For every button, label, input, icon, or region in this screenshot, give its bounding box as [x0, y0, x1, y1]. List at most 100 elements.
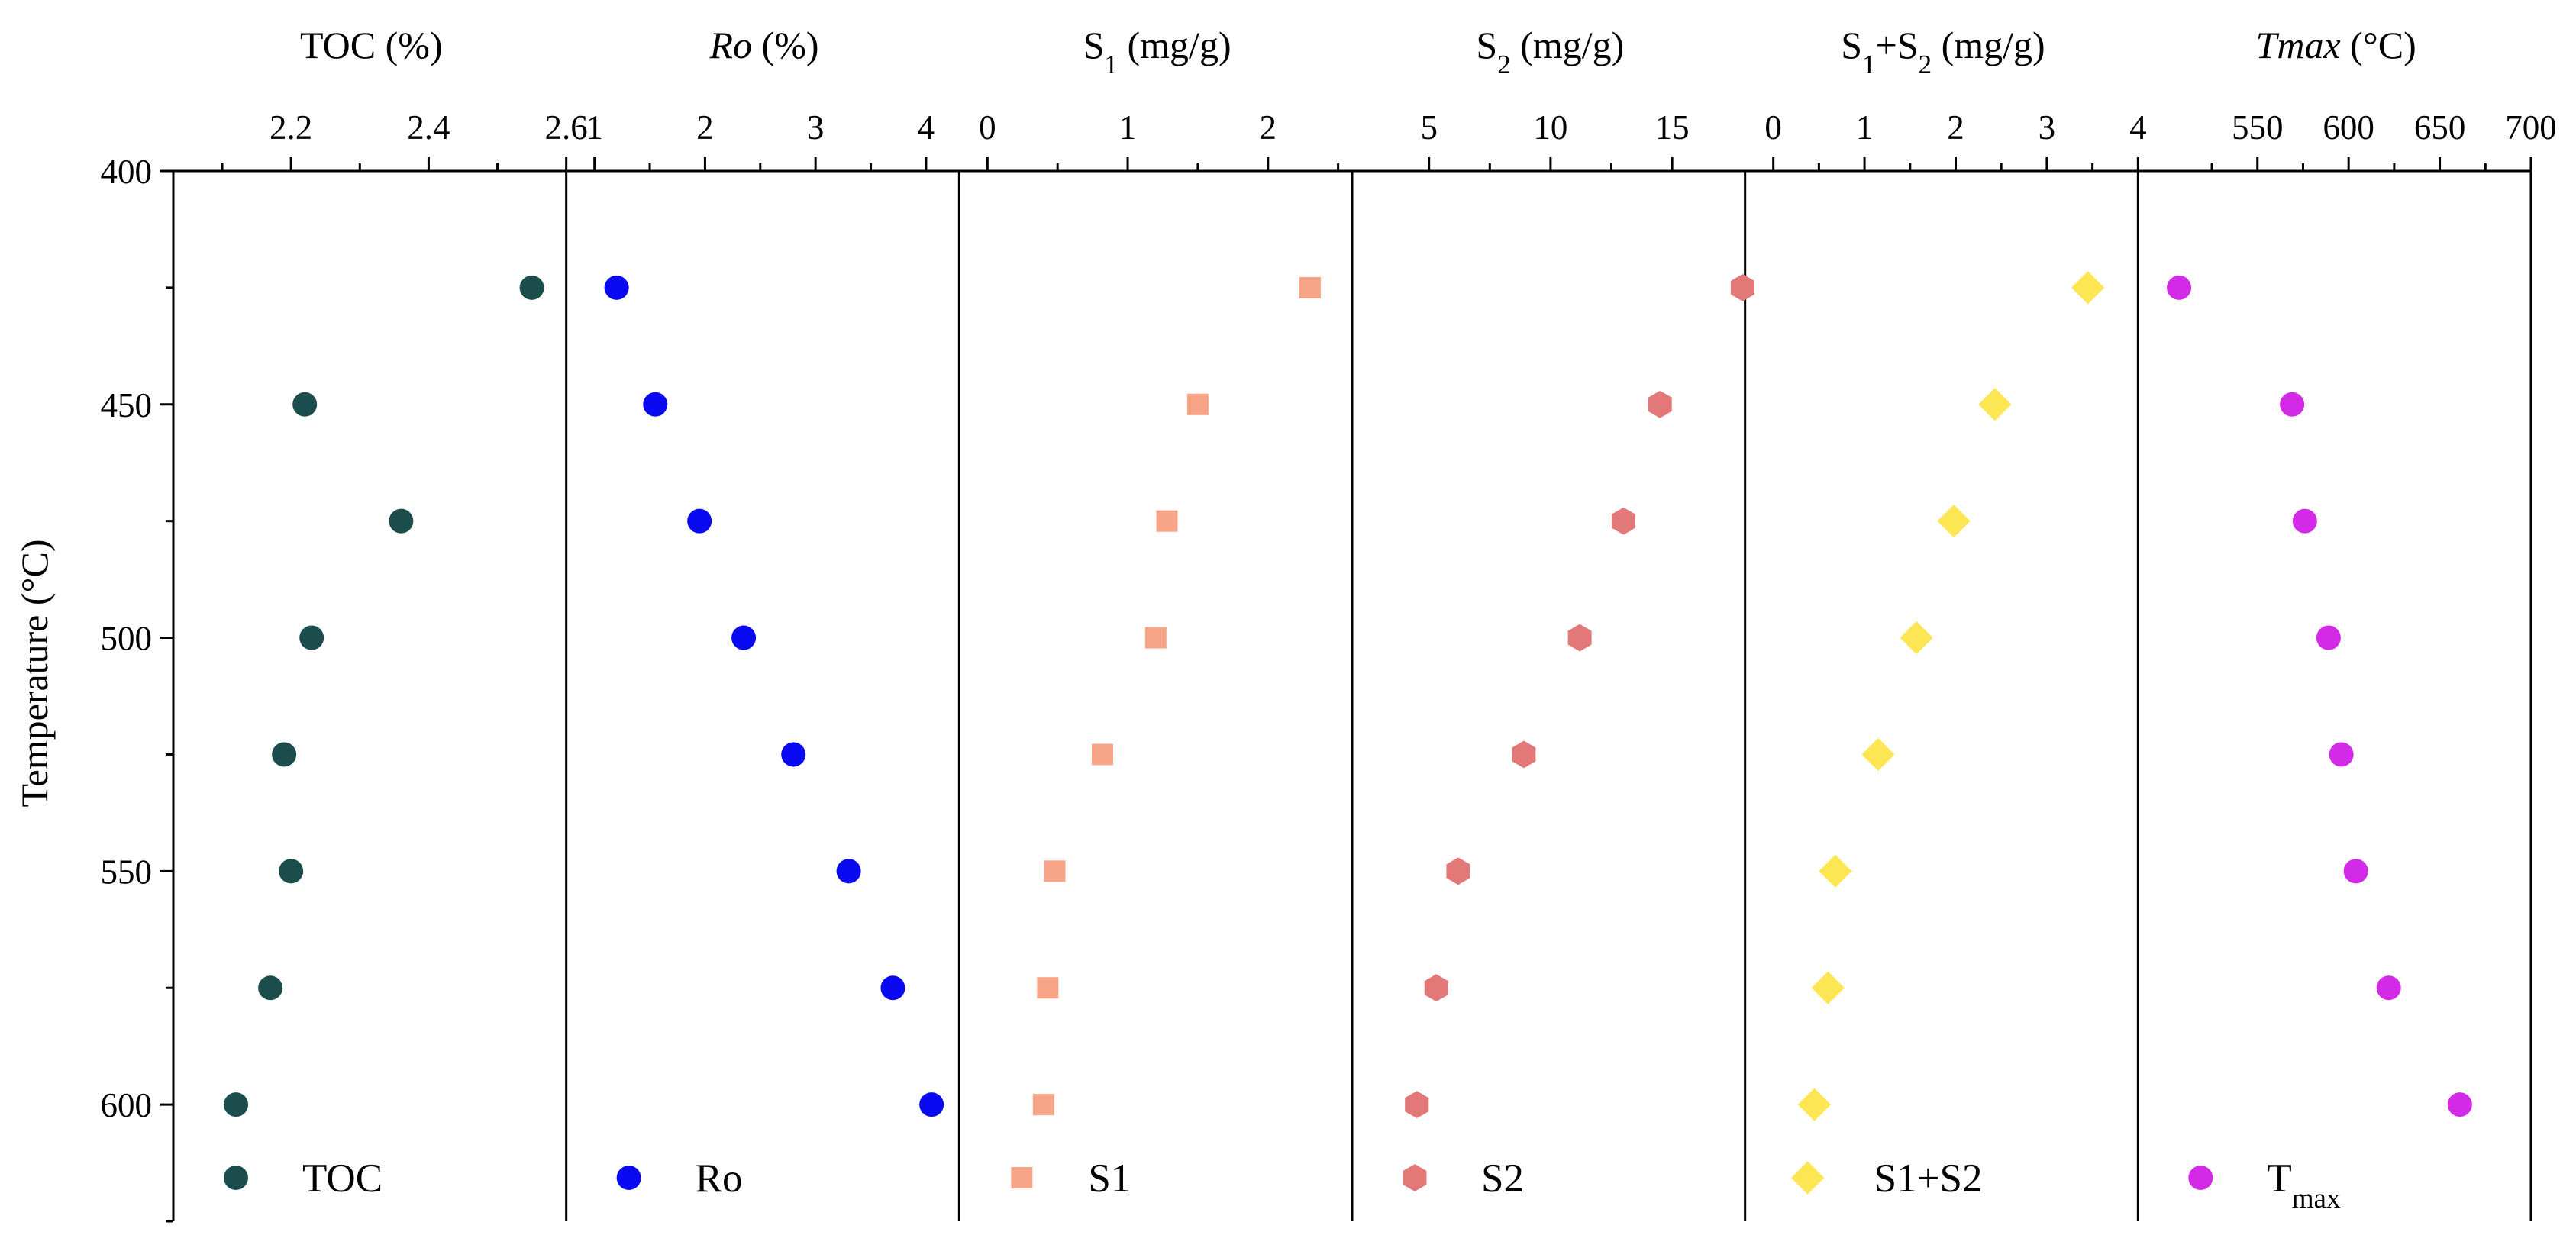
data-point: [224, 1092, 249, 1117]
x-tick-label: 2.2: [270, 108, 312, 147]
x-tick-label: 600: [2323, 108, 2374, 147]
x-tick-label: 2: [1260, 108, 1277, 147]
data-point: [299, 625, 324, 650]
legend-marker: [2188, 1166, 2213, 1190]
data-point: [1446, 857, 1470, 885]
y-tick-label: 600: [101, 1086, 153, 1124]
data-point: [1299, 276, 1321, 298]
x-tick-label: 1: [586, 108, 603, 147]
panel-title: S1+S2 (mg/g): [1841, 24, 2045, 79]
x-tick-label: 0: [1764, 108, 1782, 147]
data-point: [1405, 1091, 1429, 1118]
x-tick-label: 3: [807, 108, 825, 147]
data-point: [519, 275, 544, 300]
data-point: [258, 975, 283, 1001]
data-point: [1567, 624, 1592, 652]
x-tick-label: 0: [979, 108, 996, 147]
data-point: [2343, 859, 2368, 884]
panel-toc: 2.2 2.4 2.6 TOC (%) TOC: [221, 24, 588, 1221]
data-point: [2316, 625, 2341, 650]
data-point: [919, 1092, 944, 1117]
data-point: [1186, 393, 1209, 415]
y-tick-label: 550: [101, 853, 153, 891]
data-point: [2329, 742, 2354, 767]
y-tick-label: 500: [101, 620, 153, 658]
panel-title: S1 (mg/g): [1083, 24, 1232, 79]
data-point: [1037, 977, 1059, 999]
legend-marker: [1791, 1161, 1825, 1195]
data-point: [1424, 974, 1448, 1002]
x-tick-label: 2: [1947, 108, 1964, 147]
data-point: [643, 392, 668, 417]
panel-title: Tmax (°C): [2256, 24, 2416, 66]
x-tick-label: 4: [2129, 108, 2147, 147]
data-point: [389, 508, 414, 534]
data-point: [292, 392, 318, 417]
data-point: [731, 625, 757, 650]
x-tick-label: 2: [696, 108, 714, 147]
x-tick-label: 3: [2039, 108, 2056, 147]
data-point: [781, 742, 806, 767]
data-point: [1648, 390, 1672, 418]
data-point: [1861, 737, 1895, 772]
data-point: [1091, 743, 1113, 766]
data-point: [2071, 271, 2105, 305]
data-point: [279, 859, 304, 884]
panel-tmax: 550 600 650 700 Tmax (°C) Tmax: [2167, 24, 2557, 1221]
data-point: [1937, 505, 1971, 538]
legend-label: S1: [1088, 1156, 1131, 1201]
x-tick-label: 2.6: [545, 108, 588, 147]
panel-ro: 1 2 3 4 Ro (%) Ro: [586, 24, 960, 1221]
x-tick-label: 550: [2232, 108, 2284, 147]
data-point: [1731, 274, 1754, 301]
legend-label: TOC: [302, 1156, 383, 1201]
data-point: [1978, 388, 2012, 421]
panel-s1s2: 0 1 2 3 4 S1+S2 (mg/g) S1+S2: [1764, 24, 2147, 1221]
x-tick-label: 4: [918, 108, 935, 147]
panel-s2: 5 10 15 S2 (mg/g) S2: [1403, 24, 1754, 1221]
y-tick-label: 400: [101, 153, 153, 191]
y-axis-label: Temperature (°C): [13, 539, 56, 807]
data-point: [1144, 627, 1167, 649]
data-point: [1900, 621, 1933, 655]
x-tick-label: 15: [1655, 108, 1690, 147]
legend-marker: [1011, 1167, 1033, 1188]
data-point: [2167, 275, 2192, 300]
x-tick-label: 650: [2414, 108, 2466, 147]
data-point: [2280, 392, 2305, 417]
legend-label: S1+S2: [1874, 1156, 1983, 1201]
data-point: [687, 508, 712, 534]
data-point: [2376, 975, 2401, 1001]
data-point: [1611, 507, 1635, 535]
data-point: [1044, 860, 1066, 882]
y-tick-label: 450: [101, 386, 153, 424]
data-point: [1797, 1088, 1832, 1121]
data-point: [272, 742, 297, 767]
panel-title: Ro (%): [709, 24, 819, 66]
legend-marker: [1403, 1164, 1427, 1191]
data-point: [604, 275, 629, 300]
panel-s1: 0 1 2 S1 (mg/g) S1: [979, 24, 1354, 1221]
legend-label: S2: [1481, 1156, 1524, 1201]
data-point: [836, 859, 861, 884]
data-point: [1032, 1094, 1054, 1116]
data-point: [1156, 510, 1178, 532]
legend-label: Ro: [696, 1156, 743, 1201]
legend-marker: [616, 1166, 641, 1190]
x-tick-label: 10: [1533, 108, 1567, 147]
data-point: [1819, 854, 1852, 888]
data-point: [1512, 740, 1536, 769]
x-tick-label: 1: [1119, 108, 1137, 147]
x-tick-label: 5: [1420, 108, 1438, 147]
panel-title: S2 (mg/g): [1476, 24, 1624, 79]
y-axis: 400 450 500 550 600 Temperature (°C): [13, 153, 175, 1223]
legend-marker: [224, 1166, 248, 1190]
x-tick-label: 700: [2505, 108, 2557, 147]
x-tick-label: 2.4: [407, 108, 450, 147]
panel-title: TOC (%): [300, 24, 443, 66]
data-point: [2292, 508, 2317, 534]
legend-label: Tmax: [2267, 1156, 2341, 1214]
x-tick-label: 1: [1856, 108, 1874, 147]
data-point: [1811, 971, 1845, 1004]
